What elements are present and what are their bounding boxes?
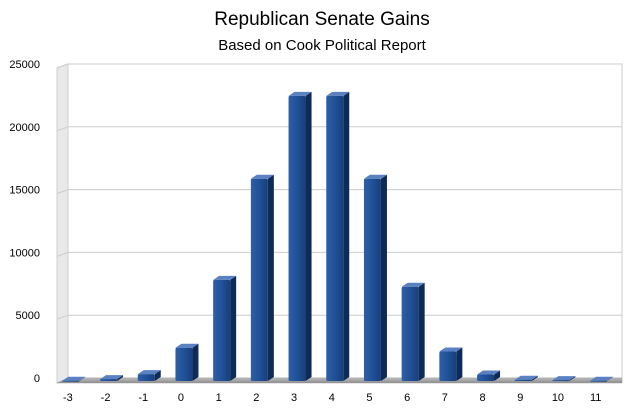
- bar-front: [363, 178, 381, 381]
- bar-side: [117, 375, 124, 381]
- bar-side: [305, 91, 312, 381]
- x-tick-label: 9: [517, 392, 523, 404]
- bar: [175, 343, 199, 381]
- bar-top: [100, 375, 124, 380]
- bar-front: [137, 374, 155, 381]
- bar: [137, 370, 161, 381]
- bar-top: [250, 174, 274, 179]
- x-tick-label: 3: [291, 392, 297, 404]
- bar-top: [62, 376, 86, 381]
- bar: [250, 174, 274, 381]
- bar-top: [401, 282, 425, 287]
- bar-front: [439, 351, 457, 381]
- bar-side: [531, 375, 538, 381]
- bar-side: [607, 376, 614, 381]
- bar-top: [363, 174, 387, 179]
- bar-top: [514, 375, 538, 380]
- bar-side: [418, 282, 425, 381]
- bar: [552, 376, 576, 382]
- bar-front: [552, 380, 570, 382]
- bar-front: [213, 279, 231, 381]
- y-tick-label: 15000: [9, 185, 40, 197]
- y-tick-label: 5000: [16, 310, 40, 322]
- bar-front: [590, 380, 608, 382]
- bar-front: [288, 95, 306, 381]
- x-tick-label: 8: [479, 392, 485, 404]
- y-axis-ticks: 0 5000 10000 15000 20000 25000: [9, 59, 40, 385]
- bar: [439, 347, 463, 381]
- bar-side: [79, 376, 86, 381]
- x-tick-label: 11: [590, 392, 601, 404]
- bar-top: [288, 91, 312, 96]
- x-tick-label: 4: [329, 392, 335, 404]
- bar: [401, 282, 425, 381]
- gridline-side: [56, 126, 69, 132]
- bar: [100, 375, 124, 381]
- bar: [363, 174, 387, 381]
- x-tick-label: 0: [178, 392, 184, 404]
- side-wall: [56, 63, 69, 384]
- bar-side: [343, 91, 350, 381]
- bar: [477, 370, 501, 381]
- bar: [326, 91, 350, 381]
- bar: [62, 376, 86, 382]
- bar-top: [439, 347, 463, 352]
- bar-front: [62, 380, 80, 382]
- y-tick-label: 25000: [9, 59, 40, 71]
- bar-side: [230, 275, 237, 381]
- bars: [62, 91, 614, 382]
- gridline-side: [56, 189, 69, 195]
- gridline-side: [56, 251, 69, 257]
- x-tick-label: 5: [366, 392, 372, 404]
- bar-side: [569, 376, 576, 381]
- bar-top: [552, 376, 576, 381]
- bar-side: [494, 370, 501, 381]
- y-tick-label: 10000: [9, 247, 40, 259]
- gridline-side: [56, 63, 69, 69]
- bar-side: [192, 343, 199, 381]
- bar-front: [477, 374, 495, 381]
- bar-side: [456, 347, 463, 381]
- gridline-side: [56, 314, 69, 320]
- bar-front: [514, 379, 532, 381]
- bar: [590, 376, 614, 382]
- bar-top: [326, 91, 350, 96]
- y-tick-label: 0: [34, 373, 40, 385]
- bar-side: [154, 370, 161, 381]
- y-tick-label: 20000: [9, 122, 40, 134]
- bar-top: [213, 275, 237, 280]
- bar-top: [175, 343, 199, 348]
- x-axis-ticks: -3 -2 -1 0 1 2 3 4 5 6 7 8 9 10 11: [63, 392, 601, 404]
- x-tick-label: -2: [101, 392, 111, 404]
- bar-top: [477, 370, 501, 375]
- bar-top: [590, 376, 614, 381]
- x-tick-label: 10: [552, 392, 564, 404]
- bar-front: [250, 178, 268, 381]
- x-tick-label: -3: [63, 392, 73, 404]
- chart-subtitle: Based on Cook Political Report: [218, 37, 426, 54]
- bar-front: [175, 347, 193, 381]
- x-tick-label: -1: [138, 392, 148, 404]
- x-tick-label: 6: [404, 392, 410, 404]
- bar-side: [267, 174, 274, 381]
- bar: [288, 91, 312, 381]
- bar-front: [100, 379, 118, 381]
- x-tick-label: 2: [253, 392, 259, 404]
- x-tick-label: 1: [216, 392, 222, 404]
- bar-front: [326, 95, 344, 381]
- bar: [514, 375, 538, 381]
- x-tick-label: 7: [442, 392, 448, 404]
- bar-front: [401, 286, 419, 381]
- bar: [213, 275, 237, 381]
- chart-title: Republican Senate Gains: [214, 9, 429, 30]
- bar-side: [380, 174, 387, 381]
- bar-top: [137, 370, 161, 375]
